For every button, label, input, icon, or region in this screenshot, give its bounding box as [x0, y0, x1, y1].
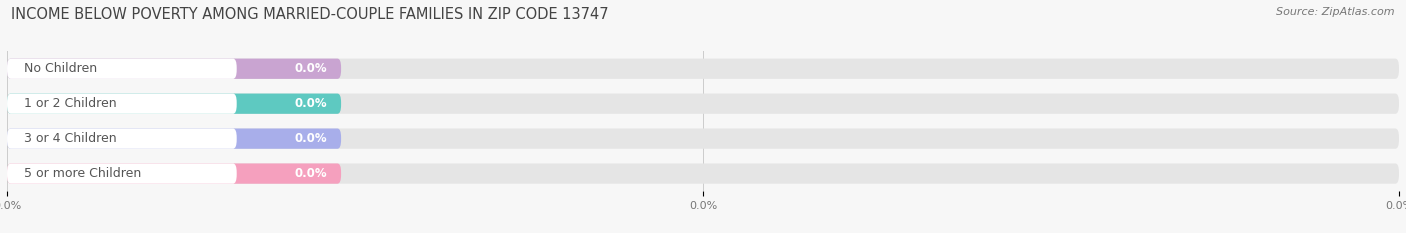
FancyBboxPatch shape: [7, 59, 1399, 79]
Text: 0.0%: 0.0%: [294, 97, 328, 110]
Text: No Children: No Children: [24, 62, 97, 75]
Text: 3 or 4 Children: 3 or 4 Children: [24, 132, 117, 145]
FancyBboxPatch shape: [7, 93, 1399, 114]
FancyBboxPatch shape: [7, 164, 236, 184]
FancyBboxPatch shape: [7, 164, 1399, 184]
FancyBboxPatch shape: [7, 93, 342, 114]
Text: Source: ZipAtlas.com: Source: ZipAtlas.com: [1277, 7, 1395, 17]
FancyBboxPatch shape: [7, 129, 342, 149]
FancyBboxPatch shape: [7, 59, 342, 79]
FancyBboxPatch shape: [7, 129, 1399, 149]
Text: 1 or 2 Children: 1 or 2 Children: [24, 97, 117, 110]
Text: INCOME BELOW POVERTY AMONG MARRIED-COUPLE FAMILIES IN ZIP CODE 13747: INCOME BELOW POVERTY AMONG MARRIED-COUPL…: [11, 7, 609, 22]
Text: 0.0%: 0.0%: [294, 62, 328, 75]
Text: 0.0%: 0.0%: [294, 167, 328, 180]
Text: 5 or more Children: 5 or more Children: [24, 167, 141, 180]
Text: 0.0%: 0.0%: [294, 132, 328, 145]
FancyBboxPatch shape: [7, 93, 236, 114]
FancyBboxPatch shape: [7, 164, 342, 184]
FancyBboxPatch shape: [7, 129, 236, 149]
FancyBboxPatch shape: [7, 59, 236, 79]
